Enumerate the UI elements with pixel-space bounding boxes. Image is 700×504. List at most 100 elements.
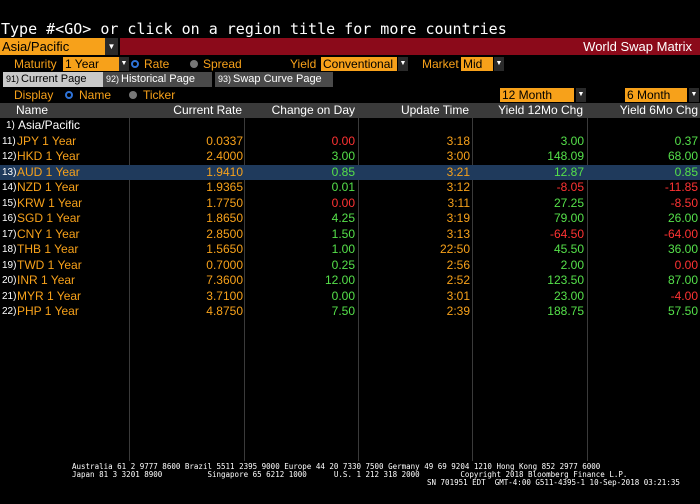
table-row[interactable]: 16) SGD 1 Year 1.8650 4.25 3:19 79.00 26.00 — [0, 211, 700, 227]
tab-number: 92) — [106, 74, 120, 84]
tab-label: Current Page — [21, 73, 87, 85]
yield-12mo-chg: 45.50 — [553, 242, 584, 256]
ticker-label: Ticker — [143, 88, 176, 102]
change-on-day: 12.00 — [324, 273, 355, 287]
table-row[interactable]: 22) PHP 1 Year 4.8750 7.50 2:39 188.75 57.50 — [0, 304, 700, 320]
update-time: 2:39 — [446, 304, 470, 318]
market-dropdown-icon[interactable]: ▼ — [494, 57, 504, 71]
maturity-select[interactable]: 1 Year — [63, 57, 119, 71]
column-divider — [587, 103, 588, 461]
table-row[interactable]: 11) JPY 1 Year 0.0337 0.00 3:18 3.00 0.37 — [0, 134, 700, 150]
rate-label: Rate — [144, 57, 170, 71]
spread-radio[interactable] — [190, 60, 198, 68]
col-yield-6mo[interactable]: Yield 6Mo Chg — [619, 103, 698, 117]
change-on-day: 0.85 — [331, 164, 355, 179]
yield-12mo-chg: -8.05 — [556, 180, 584, 194]
tab-historical-page[interactable]: 92) Historical Page — [103, 72, 212, 87]
period-12-month-select[interactable]: 12 Month — [500, 88, 574, 102]
change-on-day: 0.00 — [331, 195, 355, 210]
yield-12mo-chg: 3.00 — [560, 133, 584, 148]
row-name[interactable]: JPY 1 Year — [17, 133, 77, 148]
period-6-dropdown-icon[interactable]: ▼ — [689, 88, 699, 102]
yield-label: Yield — [290, 57, 317, 71]
change-on-day: 1.00 — [331, 242, 355, 256]
tab-current-page[interactable]: 91) Current Page — [3, 72, 124, 87]
table-row[interactable]: 14) NZD 1 Year 1.9365 0.01 3:12 -8.05 -11.85 — [0, 180, 700, 196]
table-row[interactable]: 17) CNY 1 Year 2.8500 1.50 3:13 -64.50 -64.00 — [0, 227, 700, 243]
name-radio[interactable] — [65, 91, 73, 99]
yield-dropdown-icon[interactable]: ▼ — [398, 57, 408, 71]
group-name[interactable]: Asia/Pacific — [18, 118, 81, 132]
title-bar: World Swap Matrix — [120, 38, 700, 55]
table-row[interactable]: 19) TWD 1 Year 0.7000 0.25 2:56 2.00 0.00 — [0, 258, 700, 274]
table-row[interactable]: 21) MYR 1 Year 3.7100 0.00 3:01 23.00 -4.00 — [0, 289, 700, 305]
change-on-day: 4.25 — [331, 211, 355, 225]
period-12-dropdown-icon[interactable]: ▼ — [576, 88, 586, 102]
row-name[interactable]: THB 1 Year — [17, 242, 79, 256]
col-yield-12mo[interactable]: Yield 12Mo Chg — [498, 103, 583, 117]
tab-label: Swap Curve Page — [233, 73, 322, 85]
col-update-time[interactable]: Update Time — [400, 103, 469, 117]
rate-radio[interactable] — [131, 60, 139, 68]
update-time: 3:01 — [446, 288, 470, 303]
row-name[interactable]: TWD 1 Year — [17, 257, 82, 272]
row-name[interactable]: CNY 1 Year — [17, 226, 80, 241]
yield-select[interactable]: Conventional — [321, 57, 397, 71]
table-row[interactable]: 20) INR 1 Year 7.3600 12.00 2:52 123.50 87.00 — [0, 273, 700, 289]
group-row[interactable]: 1) Asia/Pacific — [0, 118, 700, 134]
row-index: 20) — [2, 275, 17, 286]
change-on-day: 3.00 — [331, 149, 355, 163]
col-name[interactable]: Name — [16, 103, 49, 117]
update-time: 3:19 — [446, 211, 470, 225]
row-index: 18) — [2, 244, 17, 255]
row-index: 11) — [2, 135, 16, 147]
yield-6mo-chg: 0.00 — [674, 257, 698, 272]
footer-contacts-2: Japan 81 3 3201 8900 Singapore 65 6212 1… — [72, 470, 628, 479]
tab-swap-curve-page[interactable]: 93) Swap Curve Page — [215, 72, 333, 87]
yield-6mo-chg: 0.37 — [674, 133, 698, 148]
change-on-day: 0.00 — [331, 288, 355, 303]
market-select[interactable]: Mid — [461, 57, 493, 71]
row-name[interactable]: INR 1 Year — [17, 273, 76, 287]
yield-6mo-chg: 87.00 — [667, 273, 698, 287]
update-time: 2:52 — [446, 273, 470, 287]
current-rate: 0.0337 — [206, 133, 243, 148]
row-name[interactable]: AUD 1 Year — [17, 164, 80, 179]
table-row[interactable]: 12) HKD 1 Year 2.4000 3.00 3:00 148.09 68.00 — [0, 149, 700, 165]
period-6-month-select[interactable]: 6 Month — [625, 88, 687, 102]
change-on-day: 0.25 — [331, 257, 355, 272]
tab-label: Historical Page — [121, 73, 195, 85]
tab-number: 91) — [6, 74, 20, 84]
col-change-on-day[interactable]: Change on Day — [271, 103, 355, 117]
yield-6mo-chg: 57.50 — [667, 304, 698, 318]
yield-12mo-chg: 123.50 — [547, 273, 584, 287]
row-name[interactable]: MYR 1 Year — [17, 288, 82, 303]
column-divider — [129, 103, 130, 461]
row-name[interactable]: SGD 1 Year — [17, 211, 81, 225]
col-current-rate[interactable]: Current Rate — [173, 103, 242, 117]
yield-12mo-chg: 27.25 — [553, 195, 584, 210]
market-label: Market — [422, 57, 459, 71]
command-line[interactable]: Type #<GO> or click on a region title fo… — [1, 20, 507, 38]
region-dropdown-icon[interactable]: ▼ — [105, 38, 118, 55]
change-on-day: 0.01 — [331, 180, 355, 194]
maturity-dropdown-icon[interactable]: ▼ — [119, 57, 129, 71]
row-name[interactable]: HKD 1 Year — [17, 149, 80, 163]
table-row[interactable]: 15) KRW 1 Year 1.7750 0.00 3:11 27.25 -8.50 — [0, 196, 700, 212]
row-name[interactable]: NZD 1 Year — [17, 180, 80, 194]
row-name[interactable]: PHP 1 Year — [17, 304, 79, 318]
footer-contacts-1: Australia 61 2 9777 8600 Brazil 5511 239… — [72, 462, 601, 471]
row-name[interactable]: KRW 1 Year — [17, 195, 83, 210]
update-time: 3:13 — [446, 226, 470, 241]
current-rate: 1.8650 — [206, 211, 243, 225]
yield-6mo-chg: 0.85 — [674, 164, 698, 179]
ticker-radio[interactable] — [129, 91, 137, 99]
yield-12mo-chg: 12.87 — [553, 164, 584, 179]
footer-session-info: SN 701951 EDT GMT-4:00 G511-4395-1 10-Se… — [427, 478, 680, 487]
yield-12mo-chg: -64.50 — [549, 226, 584, 241]
row-index: 19) — [2, 259, 17, 271]
table-row[interactable]: 18) THB 1 Year 1.5650 1.00 22:50 45.50 36.00 — [0, 242, 700, 258]
region-select[interactable]: Asia/Pacific — [0, 38, 105, 55]
table-row[interactable]: 13) AUD 1 Year 1.9410 0.85 3:21 12.87 0.85 — [0, 164, 700, 180]
row-index: 16) — [2, 213, 17, 224]
